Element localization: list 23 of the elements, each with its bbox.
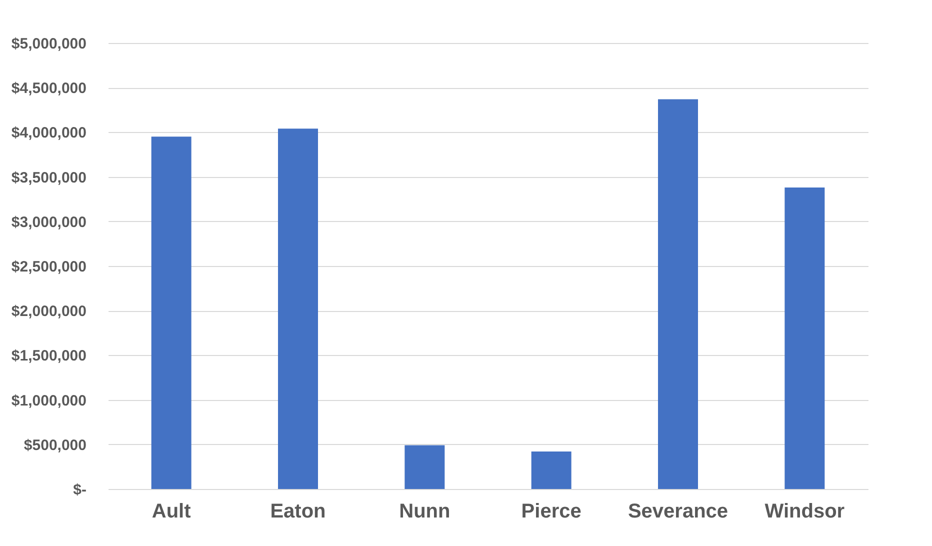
y-tick-label: $4,500,000 [11,80,86,98]
y-tick-label: $1,500,000 [11,348,86,365]
x-tick-label: Nunn [399,500,450,522]
bar [784,188,825,489]
bar [658,99,698,489]
y-tick-label: $3,000,000 [11,214,86,231]
y-tick-label: $4,000,000 [11,124,86,142]
x-tick-label: Ault [152,500,192,522]
x-tick-label: Pierce [521,500,582,522]
y-tick-label: $2,000,000 [11,303,86,320]
y-tick-label: $5,000,000 [11,36,86,52]
bar [151,136,192,489]
y-tick-label: $500,000 [24,436,86,454]
x-tick-label: Severance [628,500,728,522]
y-tick-label: $- [73,482,86,498]
y-tick-label: $2,500,000 [11,258,86,276]
bar [404,445,445,489]
y-tick-label: $3,500,000 [11,169,86,186]
bar [278,128,318,489]
x-tick-label: Windsor [764,500,845,522]
y-tick-label: $1,000,000 [11,392,86,410]
x-tick-label: Eaton [270,500,326,522]
bar [531,452,572,489]
